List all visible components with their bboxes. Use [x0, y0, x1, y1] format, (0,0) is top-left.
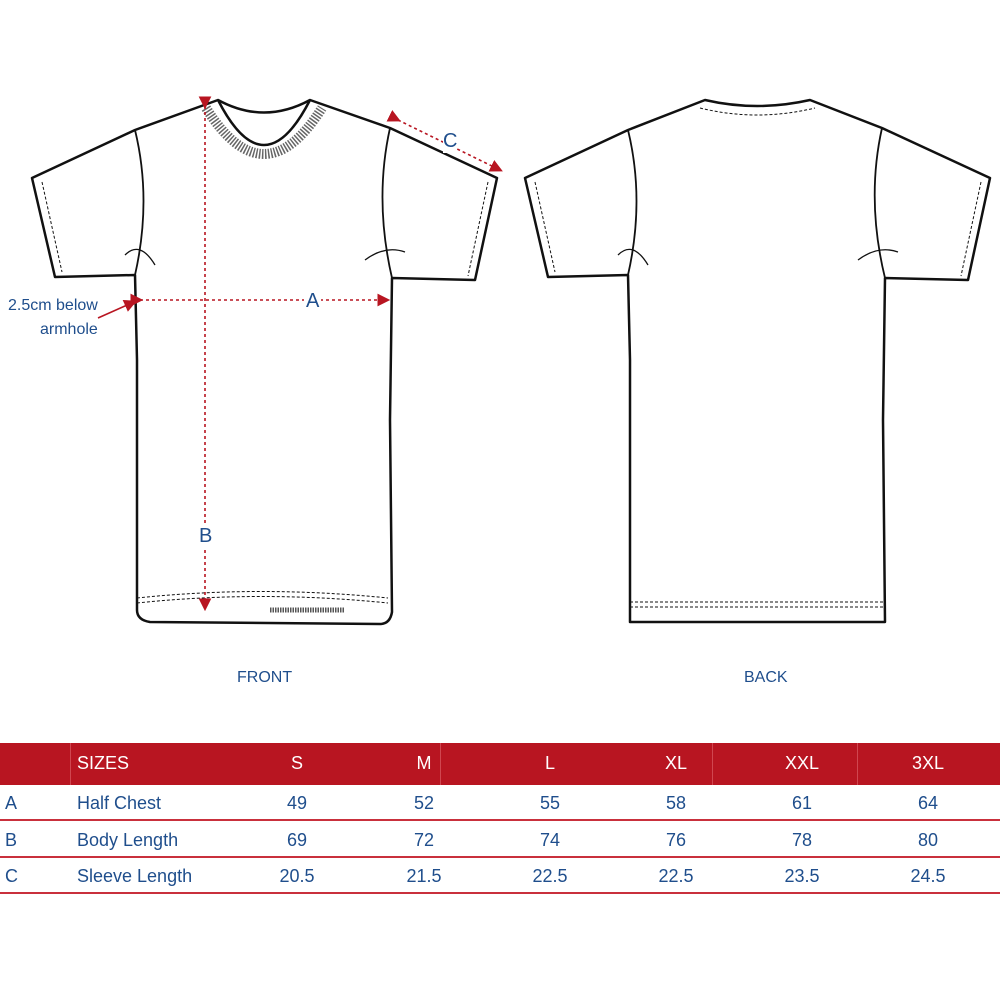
measure-c-label: C	[443, 130, 458, 153]
note-arrow	[97, 300, 137, 319]
row-key: A	[5, 793, 18, 813]
table-cell: 61	[791, 793, 813, 813]
table-cell: 24.5	[910, 866, 946, 886]
row-name: Half Chest	[77, 793, 162, 813]
size-header: S	[290, 753, 304, 773]
table-cell: 78	[791, 829, 813, 850]
table-cell: 74	[539, 829, 561, 850]
size-header: L	[544, 753, 556, 773]
size-header: 3XL	[911, 753, 945, 773]
front-shirt	[30, 98, 499, 626]
table-cell: 72	[413, 829, 435, 850]
row-name: Sleeve Length	[77, 866, 193, 886]
row-divider	[0, 855, 1000, 858]
table-cell: 64	[917, 793, 939, 813]
measure-b-label: B	[199, 525, 213, 548]
table-cell: 55	[539, 793, 561, 813]
table-cell: 52	[413, 793, 435, 813]
table-cell: 80	[917, 829, 939, 850]
table-cell: 22.5	[532, 866, 568, 886]
measure-a-label: A	[304, 290, 322, 313]
note-line1: 2.5cm below	[8, 297, 98, 314]
table-cell: 76	[665, 829, 687, 850]
row-name: Body Length	[77, 829, 179, 850]
size-header: XXL	[784, 753, 820, 773]
size-header: XL	[664, 753, 688, 773]
row-key: B	[5, 829, 18, 850]
size-header: M	[416, 753, 432, 773]
table-cell: 21.5	[406, 866, 442, 886]
table-cell: 58	[665, 793, 687, 813]
shirt-diagrams	[30, 96, 992, 626]
back-label: BACK	[744, 669, 788, 686]
table-cell: 23.5	[784, 866, 820, 886]
row-divider	[0, 819, 1000, 821]
sizes-header: SIZES	[77, 753, 130, 773]
row-divider	[0, 892, 1000, 894]
table-cell: 22.5	[658, 866, 694, 886]
row-key: C	[5, 866, 18, 886]
table-cell: 49	[286, 793, 308, 813]
front-label: FRONT	[237, 669, 293, 686]
table-cell: 20.5	[279, 866, 315, 886]
note-line2: armhole	[40, 321, 98, 338]
table-header	[0, 743, 1000, 785]
table-cell: 69	[286, 829, 308, 850]
back-shirt	[523, 98, 992, 624]
